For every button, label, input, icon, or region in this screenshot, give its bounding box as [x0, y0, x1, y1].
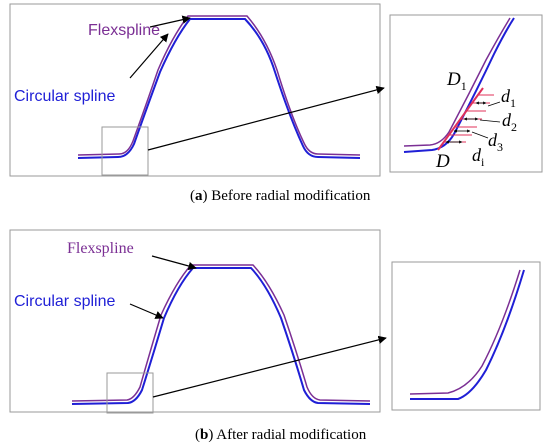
panel-b-zoom-leader-arrow [152, 335, 387, 398]
panel-a-circular-spline-arrow [129, 33, 169, 79]
panel-a: Flexspline Circular spline [9, 3, 543, 204]
panel-a-circular-spline-profile [77, 18, 361, 159]
panel-a-circular-spline-label: Circular spline [14, 88, 115, 105]
panel-a-detail-circular-spline-curve [403, 17, 515, 153]
panel-b-detail-circular-spline-curve [410, 269, 525, 400]
panel-b-detail [391, 261, 541, 411]
panel-b-flexspline-label: Flexspline [67, 240, 134, 257]
panel-a-detail-frame [389, 14, 543, 173]
panel-a-detail-d3: d3 [488, 130, 503, 154]
panel-b-circular-spline-profile [71, 267, 371, 405]
panel-a-zoom-leader-arrow [147, 85, 385, 151]
panel-a-detail-point-D1: D1 [446, 69, 467, 93]
panel-a-flexspline-arrow [149, 15, 191, 28]
panel-a-detail-hatching [444, 94, 494, 143]
panel-b-caption: (b) After radial modification [195, 427, 367, 443]
panel-b-circular-spline-arrow [129, 303, 164, 319]
panel-b: Flexspline Circular spline (b) After rad… [9, 229, 541, 443]
panel-b-flexspline-profile [71, 264, 371, 402]
panel-a-detail-point-D: D [435, 151, 450, 172]
panel-a-zoom-region [101, 126, 149, 176]
panel-b-zoom-region [106, 372, 154, 414]
panel-a-detail: D1 D d1 d2 d3 di [389, 14, 543, 173]
panel-a-detail-flexspline-curve [403, 17, 511, 147]
panel-b-frame [9, 229, 381, 413]
panel-a-flexspline-label: Flexspline [88, 22, 160, 39]
panel-a-flexspline-profile [77, 15, 361, 156]
panel-b-detail-flexspline-curve [409, 269, 521, 395]
panel-a-detail-d1: d1 [501, 86, 516, 110]
panel-a-detail-di: di [472, 145, 485, 169]
panel-a-detail-dimension-arrows [445, 101, 501, 144]
panel-b-circular-spline-label: Circular spline [14, 293, 115, 310]
panel-b-flexspline-arrow [151, 255, 197, 271]
panel-a-caption: (a) Before radial modification [190, 188, 371, 204]
panel-b-detail-frame [391, 261, 541, 411]
panel-a-detail-d2: d2 [502, 110, 517, 134]
